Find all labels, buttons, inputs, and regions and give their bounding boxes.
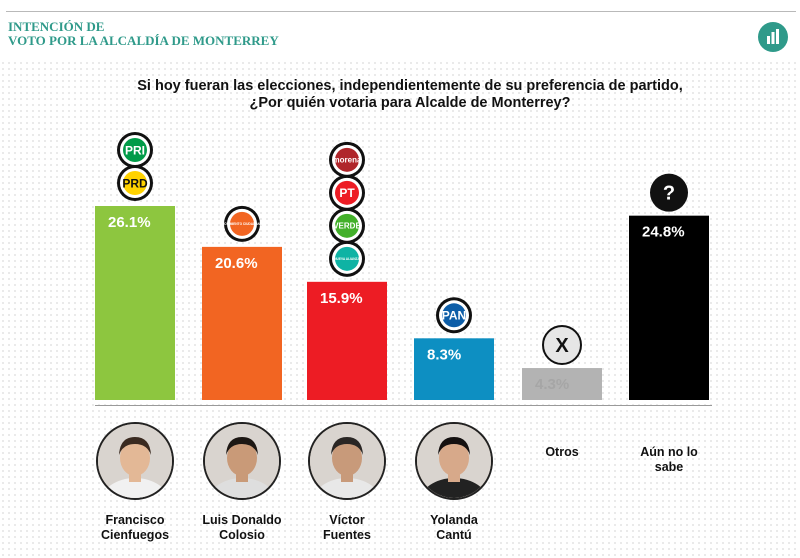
- svg-text:PRD: PRD: [122, 176, 148, 190]
- candidate-name-3: Víctor Fuentes: [287, 513, 407, 543]
- photo-victor-fuentes: [308, 422, 386, 500]
- svg-text:MOVIMIENTO CIUDADANO: MOVIMIENTO CIUDADANO: [222, 222, 263, 226]
- bar-value-label-5: 4.3%: [535, 376, 569, 393]
- pt-logo-icon: PT: [329, 174, 365, 211]
- photo-francisco-cienfuegos: [96, 422, 174, 500]
- pan-logo-icon: PAN: [436, 297, 472, 334]
- bar-value-label-1: 26.1%: [108, 214, 151, 231]
- x-icon: X: [542, 325, 582, 366]
- candidate-name-line1: Víctor: [329, 513, 365, 527]
- pri-logo-icon: PRI: [117, 132, 153, 168]
- bar-chart-icon: [758, 22, 788, 52]
- pvem-logo-icon: VERDE: [329, 207, 365, 244]
- svg-text:PAN: PAN: [442, 309, 466, 323]
- candidate-name-line1: Yolanda: [430, 513, 478, 527]
- candidate-name-line1: Francisco: [105, 513, 165, 527]
- svg-text:PT: PT: [339, 186, 355, 200]
- svg-text:PRI: PRI: [125, 143, 145, 157]
- header-band: [0, 0, 800, 62]
- bar-4: [414, 338, 494, 400]
- morena-logo-icon: morena: [329, 141, 365, 178]
- bar-value-label-3: 15.9%: [320, 290, 363, 307]
- candidate-name-2: Luis Donaldo Colosio: [182, 513, 302, 543]
- candidate-name-5: Otros: [502, 445, 622, 460]
- bar-6: [629, 215, 709, 400]
- photo-luis-donaldo-colosio: [203, 422, 281, 500]
- svg-text:?: ?: [663, 183, 675, 205]
- candidate-name-line2: sabe: [654, 460, 684, 474]
- prd-logo-icon: PRD: [117, 165, 153, 201]
- question-title: Si hoy fueran las elecciones, independie…: [60, 78, 760, 112]
- candidate-name-line2: Colosio: [219, 528, 265, 542]
- candidate-name-4: Yolanda Cantú: [394, 513, 514, 543]
- bar-1: [95, 206, 175, 400]
- header-title: INTENCIÓN DE VOTO POR LA ALCALDÍA DE MON…: [8, 20, 428, 48]
- candidate-name-line2: Cantú: [436, 528, 472, 542]
- candidate-name-6: Aún no lo sabe: [609, 445, 729, 475]
- photo-yolanda-cantu: [415, 422, 493, 500]
- nueva-alianza-logo-icon: NUEVA ALIANZA: [329, 240, 365, 277]
- candidate-name-line2: Fuentes: [323, 528, 371, 542]
- svg-text:X: X: [555, 335, 569, 357]
- svg-text:VERDE: VERDE: [333, 222, 361, 231]
- bar-value-label-4: 8.3%: [427, 346, 461, 363]
- svg-text:morena: morena: [333, 156, 362, 165]
- candidate-name-1: Francisco Cienfuegos: [75, 513, 195, 543]
- movimiento-ciudadano-logo-icon: MOVIMIENTO CIUDADANO: [222, 205, 263, 242]
- svg-text:NUEVA ALIANZA: NUEVA ALIANZA: [334, 257, 360, 261]
- candidate-name-line1: Luis Donaldo: [202, 513, 282, 527]
- question-line1: Si hoy fueran las elecciones, independie…: [137, 78, 683, 94]
- bar-value-label-2: 20.6%: [215, 255, 258, 272]
- bar-value-label-6: 24.8%: [642, 224, 685, 241]
- candidate-name-line1: Aún no lo: [640, 445, 698, 459]
- candidate-name-line1: Otros: [545, 445, 579, 459]
- question-line2: ¿Por quién votaria para Alcalde de Monte…: [249, 95, 571, 111]
- bar-5: [522, 368, 602, 400]
- bar-2: [202, 246, 282, 400]
- bar-3: [307, 281, 387, 400]
- header-title-line1: INTENCIÓN DE: [8, 19, 105, 34]
- header-title-line2: VOTO POR LA ALCALDÍA DE MONTERREY: [8, 33, 279, 48]
- candidate-name-line2: Cienfuegos: [100, 528, 170, 542]
- top-rule: [6, 11, 796, 12]
- question-mark-icon: ?: [650, 173, 688, 212]
